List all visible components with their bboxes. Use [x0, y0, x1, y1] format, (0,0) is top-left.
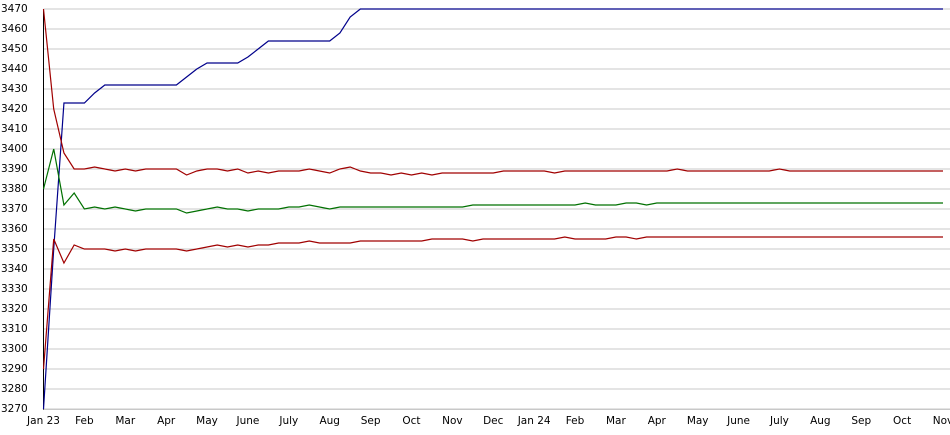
y-tick-label: 3290	[1, 363, 28, 375]
x-tick-label: Sep	[361, 415, 381, 427]
x-tick-label: Feb	[75, 415, 94, 427]
x-tick-label: July	[769, 415, 789, 427]
y-tick-label: 3350	[1, 243, 28, 255]
x-tick-label: Dec	[483, 415, 504, 427]
y-tick-label: 3300	[1, 343, 28, 355]
x-tick-label: May	[196, 415, 218, 427]
x-tick-label: Oct	[893, 415, 911, 427]
x-tick-label: Jan 23	[26, 415, 60, 427]
y-tick-label: 3440	[1, 63, 28, 75]
x-tick-label: Aug	[319, 415, 340, 427]
y-tick-label: 3450	[1, 43, 28, 55]
x-tick-label: May	[687, 415, 709, 427]
y-tick-label: 3400	[1, 143, 28, 155]
x-tick-label: Aug	[810, 415, 831, 427]
x-tick-label: July	[278, 415, 298, 427]
y-tick-label: 3410	[1, 123, 28, 135]
line-series	[42, 236, 943, 370]
x-tick-label: Apr	[648, 415, 667, 427]
y-tick-label: 3320	[1, 303, 28, 315]
y-tick-label: 3460	[1, 23, 28, 35]
y-tick-label: 3430	[1, 83, 28, 95]
x-tick-label: Mar	[115, 415, 135, 427]
x-tick-label: Apr	[157, 415, 176, 427]
y-tick-label: 3270	[1, 403, 28, 415]
x-tick-label: Nov	[933, 415, 950, 427]
line-series	[42, 8, 943, 410]
x-tick-label: Sep	[851, 415, 871, 427]
line-series	[42, 8, 943, 176]
x-tick-label: Nov	[442, 415, 463, 427]
x-tick-label: June	[235, 415, 259, 427]
y-tick-label: 3330	[1, 283, 28, 295]
y-tick-label: 3470	[1, 3, 28, 15]
y-tick-label: 3360	[1, 223, 28, 235]
x-tick-label: June	[726, 415, 750, 427]
y-tick-label: 3380	[1, 183, 28, 195]
x-tick-label: Oct	[402, 415, 420, 427]
y-tick-label: 3310	[1, 323, 28, 335]
y-tick-label: 3370	[1, 203, 28, 215]
y-tick-label: 3390	[1, 163, 28, 175]
x-tick-label: Jan 24	[517, 415, 551, 427]
y-tick-label: 3280	[1, 383, 28, 395]
y-tick-label: 3420	[1, 103, 28, 115]
x-tick-label: Feb	[566, 415, 585, 427]
y-tick-label: 3340	[1, 263, 28, 275]
x-tick-label: Mar	[606, 415, 626, 427]
line-series	[42, 148, 943, 214]
